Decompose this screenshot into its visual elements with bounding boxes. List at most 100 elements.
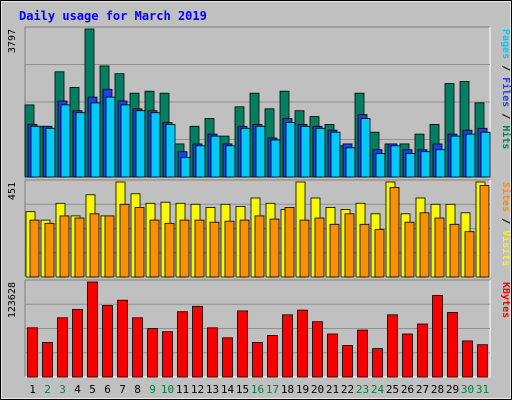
bar-sites bbox=[239, 219, 250, 278]
bar-kbytes bbox=[177, 311, 188, 378]
bar-kbytes bbox=[282, 314, 293, 378]
bar-pages bbox=[360, 118, 371, 178]
x-tick-label: 29 bbox=[446, 383, 459, 396]
y-max-label-top: 3797 bbox=[7, 29, 18, 53]
x-tick-label: 20 bbox=[311, 383, 324, 396]
bar-kbytes bbox=[42, 341, 53, 378]
bar-sites bbox=[194, 219, 205, 278]
bar-kbytes bbox=[72, 308, 83, 378]
bar-pages bbox=[195, 145, 206, 178]
x-tick-label: 13 bbox=[206, 383, 219, 396]
bar-sites bbox=[224, 220, 235, 278]
bar-sites bbox=[134, 207, 145, 278]
legend-entry: KBytes bbox=[500, 282, 511, 318]
legend-entry: Visits bbox=[500, 230, 512, 266]
bar-sites bbox=[359, 223, 370, 278]
y-max-label-bottom: 123628 bbox=[7, 282, 18, 318]
bar-kbytes bbox=[252, 341, 263, 378]
bar-sites bbox=[254, 215, 265, 278]
bar-sites bbox=[269, 218, 280, 278]
bar-pages bbox=[465, 133, 476, 178]
x-tick-label: 26 bbox=[401, 383, 414, 396]
bar-kbytes bbox=[432, 295, 443, 378]
bar-kbytes bbox=[192, 305, 203, 378]
bar-sites bbox=[29, 219, 40, 278]
bar-pages bbox=[60, 104, 71, 178]
bar-sites bbox=[149, 219, 160, 278]
x-tick-label: 9 bbox=[149, 383, 156, 396]
x-tick-label: 15 bbox=[236, 383, 249, 396]
x-tick-label: 5 bbox=[89, 383, 96, 396]
bar-kbytes bbox=[342, 345, 353, 378]
bar-kbytes bbox=[372, 348, 383, 378]
bar-kbytes bbox=[402, 333, 413, 378]
bar-kbytes bbox=[57, 317, 68, 378]
x-tick-label: 24 bbox=[371, 383, 385, 396]
legend-entry: / bbox=[500, 107, 511, 125]
bar-kbytes bbox=[237, 310, 248, 378]
x-tick-label: 30 bbox=[461, 383, 474, 396]
x-tick-label: 4 bbox=[74, 383, 81, 396]
x-tick-label: 18 bbox=[281, 383, 294, 396]
bar-pages bbox=[300, 125, 311, 178]
bar-pages bbox=[120, 104, 131, 178]
bar-kbytes bbox=[147, 328, 158, 378]
bar-sites bbox=[179, 219, 190, 278]
bar-pages bbox=[240, 127, 251, 178]
panels: 3797 Pages / Files / Hits 451 Sites / Visit… bbox=[7, 26, 512, 378]
panel-middle: 451 Sites / Visits bbox=[7, 179, 512, 278]
bar-pages bbox=[255, 125, 266, 178]
legend-entry: Files bbox=[500, 77, 512, 107]
bar-kbytes bbox=[117, 299, 128, 378]
bar-kbytes bbox=[357, 329, 368, 378]
bar-sites bbox=[404, 221, 415, 278]
bar-kbytes bbox=[267, 335, 278, 378]
bar-sites bbox=[419, 212, 430, 278]
legend-entry: Sites bbox=[500, 182, 512, 212]
bar-pages bbox=[30, 125, 41, 178]
bar-pages bbox=[270, 139, 281, 178]
chart-title: Daily usage for March 2019 bbox=[19, 9, 207, 23]
bar-sites bbox=[119, 203, 130, 278]
bar-kbytes bbox=[297, 309, 308, 378]
bar-sites bbox=[284, 207, 295, 278]
bar-sites bbox=[449, 223, 460, 278]
bar-pages bbox=[210, 135, 221, 178]
bar-pages bbox=[90, 102, 101, 178]
x-tick-label: 25 bbox=[386, 383, 399, 396]
x-tick-label: 2 bbox=[44, 383, 51, 396]
x-tick-label: 31 bbox=[476, 383, 489, 396]
x-tick-label: 10 bbox=[161, 383, 174, 396]
bar-kbytes bbox=[102, 305, 113, 378]
bar-pages bbox=[450, 135, 461, 178]
bar-kbytes bbox=[87, 281, 98, 378]
x-tick-label: 16 bbox=[251, 383, 264, 396]
x-tick-label: 28 bbox=[431, 383, 444, 396]
legend-entry: Pages bbox=[500, 29, 511, 59]
panel-top: 3797 Pages / Files / Hits bbox=[7, 26, 512, 178]
legend-entry: Hits bbox=[500, 125, 512, 149]
bar-sites bbox=[299, 219, 310, 278]
x-tick-label: 3 bbox=[59, 383, 66, 396]
bar-sites bbox=[464, 231, 475, 278]
bar-pages bbox=[75, 112, 86, 178]
bar-sites bbox=[74, 217, 85, 278]
bar-sites bbox=[44, 222, 55, 278]
bar-pages bbox=[375, 153, 386, 178]
bar-sites bbox=[434, 217, 445, 278]
bar-kbytes bbox=[387, 314, 398, 378]
bar-pages bbox=[315, 127, 326, 178]
legend-bottom: KBytes bbox=[500, 282, 511, 318]
x-tick-label: 19 bbox=[296, 383, 309, 396]
bar-pages bbox=[435, 149, 446, 178]
bar-kbytes bbox=[462, 340, 473, 378]
x-tick-label: 21 bbox=[326, 383, 339, 396]
legend-entry: / bbox=[500, 212, 511, 230]
bar-pages bbox=[345, 147, 356, 178]
bar-kbytes bbox=[447, 312, 458, 378]
x-tick-label: 7 bbox=[119, 383, 126, 396]
x-tick-label: 27 bbox=[416, 383, 429, 396]
bar-pages bbox=[105, 96, 116, 178]
bar-pages bbox=[150, 112, 161, 178]
